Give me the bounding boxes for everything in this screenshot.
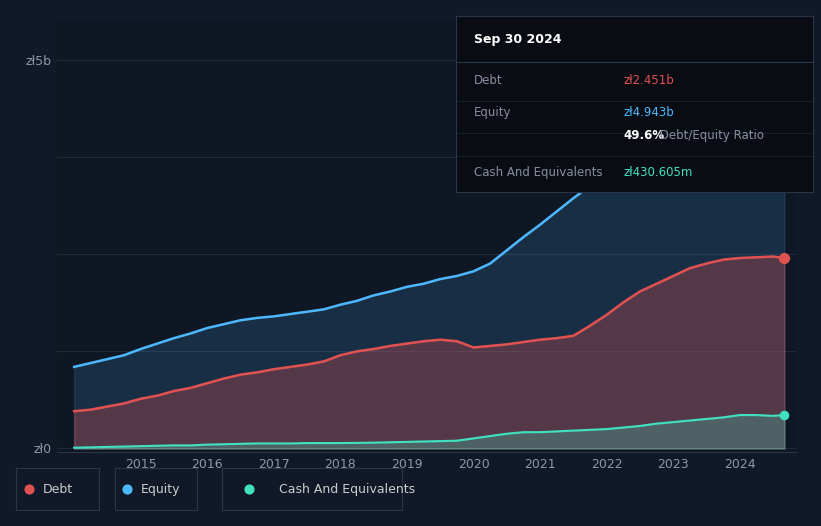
Point [121,485,134,493]
Text: Debt: Debt [474,74,502,87]
Point [777,254,791,262]
Text: Cash And Equivalents: Cash And Equivalents [279,483,415,495]
Text: zł430.605m: zł430.605m [623,166,693,178]
Text: Equity: Equity [141,483,181,495]
Point [777,60,791,68]
Text: Debt/Equity Ratio: Debt/Equity Ratio [656,128,764,141]
Point [777,411,791,419]
Text: Cash And Equivalents: Cash And Equivalents [474,166,602,178]
Text: Equity: Equity [474,106,511,119]
Text: zł4.943b: zł4.943b [623,106,674,119]
Text: 49.6%: 49.6% [623,128,665,141]
Point [22,485,35,493]
Point [242,485,255,493]
Text: Debt: Debt [43,483,73,495]
Text: Sep 30 2024: Sep 30 2024 [474,34,561,46]
Text: zł2.451b: zł2.451b [623,74,674,87]
